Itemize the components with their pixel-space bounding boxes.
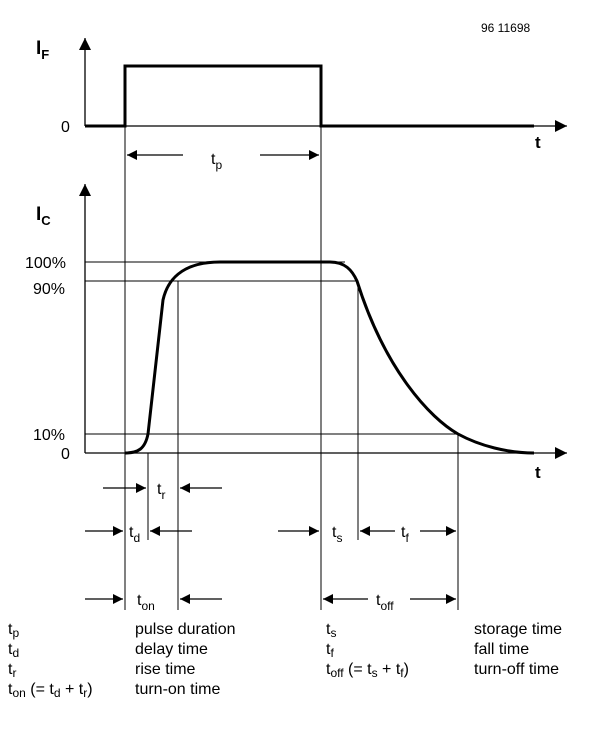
level-10-label: 10%	[33, 427, 65, 444]
legend-symbol-tr: tr	[8, 661, 17, 680]
tr-label: tr	[157, 481, 165, 502]
td-label: td	[129, 524, 140, 545]
tf-label: tf	[401, 524, 409, 545]
legend-desc-td: delay time	[135, 641, 208, 658]
ton-label: ton	[137, 592, 155, 610]
legend-desc-tp: pulse duration	[135, 621, 236, 638]
level-100-label: 100%	[25, 255, 66, 272]
top-t-label: t	[535, 133, 541, 152]
legend-symbol-td: td	[8, 641, 20, 660]
top-zero-label: 0	[61, 119, 70, 136]
toff-label: toff	[376, 592, 394, 610]
switching-timing-diagram: 96 11698 IF 0 t tp IC t 100% 90% 10% 0 t…	[25, 21, 567, 610]
legend-symbol-ton: ton (= td + tr)	[8, 681, 93, 700]
tp-label: tp	[211, 151, 222, 172]
top-ylabel: IF	[36, 38, 49, 62]
ts-label: ts	[332, 524, 342, 545]
ic-response-waveform	[124, 260, 535, 455]
bottom-ylabel: IC	[36, 204, 51, 228]
legend-symbol-tp: tp	[8, 621, 20, 640]
legend-desc-ton: turn-on time	[135, 681, 221, 698]
legend-desc-tf: fall time	[474, 641, 530, 658]
bottom-zero-label: 0	[61, 446, 70, 463]
symbol-legend: tp pulse duration td delay time tr rise …	[8, 620, 608, 730]
legend-desc-toff: turn-off time	[474, 661, 560, 678]
figure-id: 96 11698	[481, 21, 530, 35]
legend-symbol-toff: toff (= ts + tf)	[326, 661, 409, 680]
legend-symbol-tf: tf	[326, 641, 334, 660]
legend-desc-ts: storage time	[474, 621, 563, 638]
level-90-label: 90%	[33, 281, 65, 298]
bottom-t-label: t	[535, 463, 541, 482]
if-pulse-waveform	[85, 64, 534, 128]
legend-symbol-ts: ts	[326, 621, 337, 640]
legend-desc-tr: rise time	[135, 661, 196, 678]
